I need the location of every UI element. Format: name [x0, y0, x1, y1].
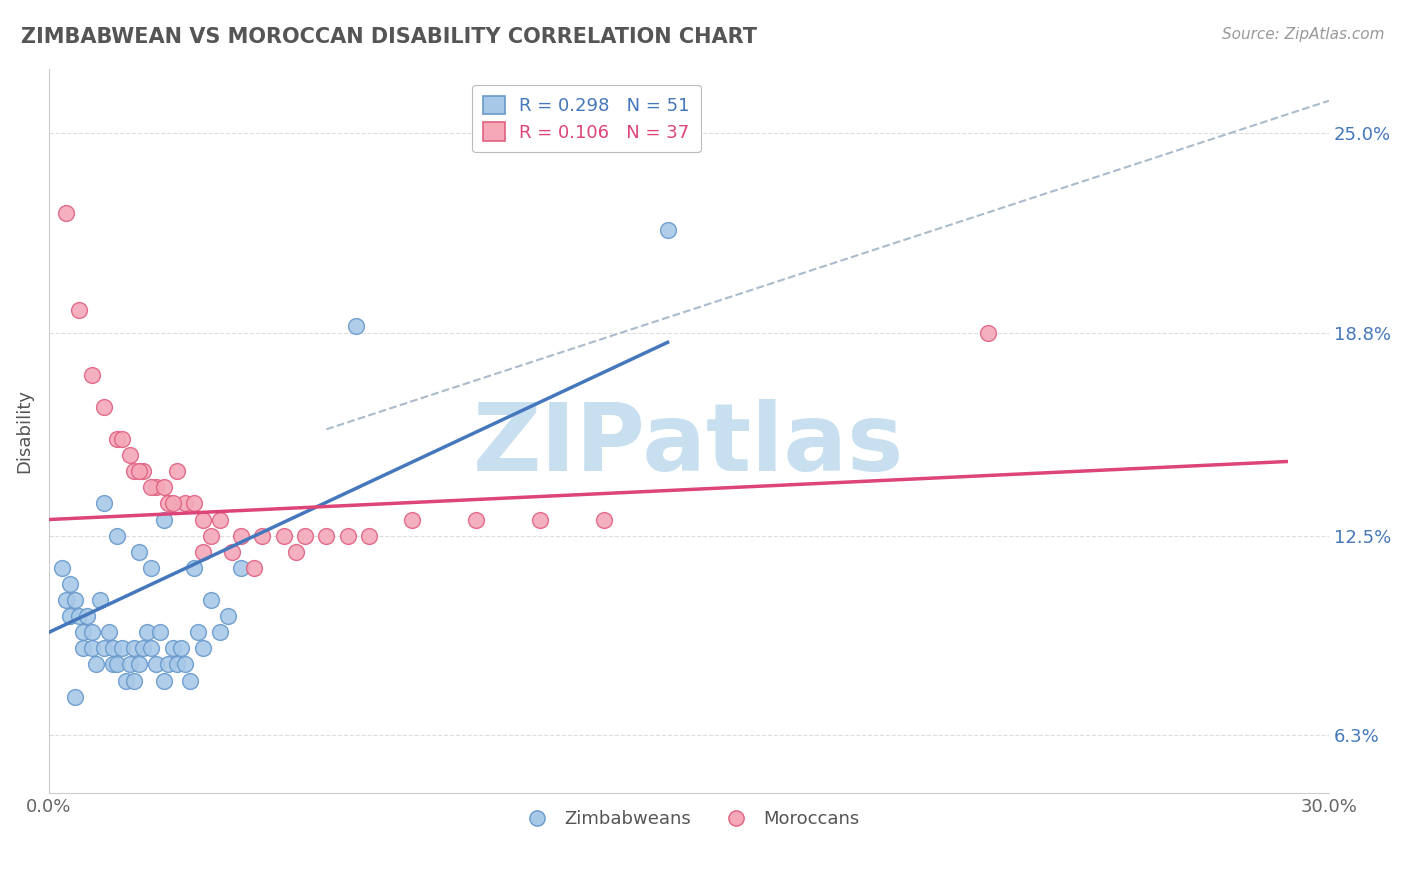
Point	[132, 464, 155, 478]
Point	[114, 673, 136, 688]
Point	[110, 432, 132, 446]
Point	[80, 641, 103, 656]
Point	[252, 528, 274, 542]
Point	[191, 641, 214, 656]
Point	[170, 641, 193, 656]
Point	[59, 609, 82, 624]
Point	[153, 512, 176, 526]
Point	[464, 512, 486, 526]
Point	[80, 368, 103, 382]
Point	[55, 206, 77, 220]
Point	[529, 512, 551, 526]
Point	[229, 528, 252, 542]
Point	[141, 641, 163, 656]
Point	[80, 625, 103, 640]
Point	[976, 326, 998, 340]
Point	[118, 448, 141, 462]
Point	[101, 641, 124, 656]
Point	[336, 528, 359, 542]
Point	[592, 512, 614, 526]
Point	[67, 303, 90, 318]
Point	[315, 528, 337, 542]
Point	[136, 625, 159, 640]
Point	[67, 609, 90, 624]
Point	[101, 657, 124, 672]
Y-axis label: Disability: Disability	[15, 389, 32, 473]
Point	[208, 512, 231, 526]
Point	[145, 657, 167, 672]
Point	[93, 496, 115, 510]
Point	[357, 528, 380, 542]
Point	[89, 593, 111, 607]
Point	[51, 561, 73, 575]
Text: ZIPatlas: ZIPatlas	[474, 400, 904, 491]
Point	[132, 641, 155, 656]
Point	[153, 480, 176, 494]
Point	[128, 464, 150, 478]
Point	[191, 512, 214, 526]
Point	[183, 496, 205, 510]
Point	[162, 496, 184, 510]
Point	[141, 561, 163, 575]
Point	[157, 657, 180, 672]
Point	[221, 545, 243, 559]
Point	[110, 641, 132, 656]
Point	[273, 528, 295, 542]
Point	[166, 657, 188, 672]
Point	[157, 496, 180, 510]
Point	[294, 528, 316, 542]
Point	[179, 673, 201, 688]
Point	[208, 625, 231, 640]
Point	[55, 593, 77, 607]
Point	[217, 609, 239, 624]
Point	[128, 545, 150, 559]
Point	[97, 625, 120, 640]
Point	[72, 641, 94, 656]
Point	[229, 561, 252, 575]
Point	[76, 609, 98, 624]
Point	[657, 222, 679, 236]
Point	[118, 657, 141, 672]
Point	[63, 690, 86, 704]
Point	[124, 673, 146, 688]
Point	[63, 593, 86, 607]
Point	[124, 641, 146, 656]
Point	[191, 545, 214, 559]
Point	[59, 577, 82, 591]
Point	[183, 561, 205, 575]
Point	[105, 432, 128, 446]
Point	[105, 657, 128, 672]
Point	[93, 400, 115, 414]
Point	[200, 593, 222, 607]
Point	[174, 657, 197, 672]
Point	[162, 641, 184, 656]
Point	[149, 625, 172, 640]
Point	[93, 641, 115, 656]
Point	[84, 657, 107, 672]
Point	[200, 528, 222, 542]
Point	[145, 480, 167, 494]
Point	[242, 561, 264, 575]
Text: Source: ZipAtlas.com: Source: ZipAtlas.com	[1222, 27, 1385, 42]
Point	[174, 496, 197, 510]
Point	[187, 625, 209, 640]
Point	[401, 512, 423, 526]
Point	[166, 464, 188, 478]
Legend: Zimbabweans, Moroccans: Zimbabweans, Moroccans	[512, 803, 866, 835]
Point	[285, 545, 308, 559]
Point	[344, 319, 367, 334]
Point	[128, 657, 150, 672]
Point	[105, 528, 128, 542]
Point	[153, 673, 176, 688]
Point	[124, 464, 146, 478]
Point	[141, 480, 163, 494]
Point	[72, 625, 94, 640]
Text: ZIMBABWEAN VS MOROCCAN DISABILITY CORRELATION CHART: ZIMBABWEAN VS MOROCCAN DISABILITY CORREL…	[21, 27, 756, 46]
